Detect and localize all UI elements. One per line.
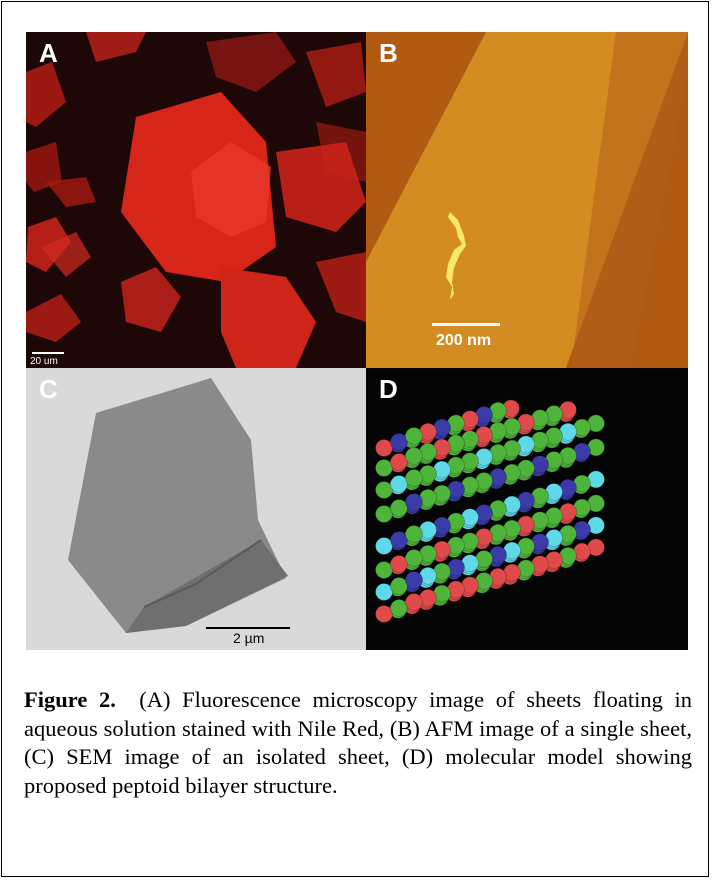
atom-sphere (405, 593, 423, 611)
atom-sphere (390, 433, 408, 451)
atom-sphere (375, 537, 393, 555)
atom-sphere (405, 549, 423, 567)
panel-d-letter: D (379, 374, 398, 404)
atom-sphere (390, 475, 408, 493)
panel-c-sem-image: C 2 µm (26, 368, 366, 650)
caption-text: (A) Fluorescence microscopy image of she… (24, 687, 693, 798)
figure-caption: Figure 2. (A) Fluorescence microscopy im… (24, 686, 692, 800)
atom-sphere (405, 469, 423, 487)
panel-a-scale-label: 20 um (30, 356, 58, 367)
atom-sphere (405, 525, 423, 543)
caption-label: Figure 2. (24, 687, 116, 712)
atom-sphere (375, 459, 393, 477)
atom-sphere (405, 427, 423, 445)
panel-b-letter: B (379, 38, 398, 68)
atom-sphere (405, 493, 423, 511)
panel-d-molecular-model: D (366, 368, 688, 650)
atom-sphere (375, 605, 393, 623)
panel-c-scale-label: 2 µm (233, 630, 265, 646)
panel-b-scale-bar (432, 323, 500, 326)
atom-sphere (375, 561, 393, 579)
atom-sphere (390, 453, 408, 471)
atom-sphere (390, 531, 408, 549)
sem-image (26, 368, 366, 650)
panel-c-letter: C (39, 374, 58, 404)
atom-sphere (375, 481, 393, 499)
panel-a-fluorescence-image: A 20 um (26, 32, 366, 368)
molecular-model-image (366, 368, 688, 650)
atom-sphere (390, 577, 408, 595)
panel-c-scale-bar (206, 627, 290, 629)
fluorescence-image (26, 32, 366, 368)
atom-sphere (390, 499, 408, 517)
atom-sphere (390, 599, 408, 617)
panel-b-scale-label: 200 nm (436, 332, 492, 349)
panel-a-letter: A (39, 38, 58, 68)
atom-sphere (390, 555, 408, 573)
afm-image (366, 32, 688, 368)
panel-a-scale-bar (32, 352, 64, 354)
atom-sphere (405, 571, 423, 589)
atom-sphere (375, 439, 393, 457)
atom-sphere (375, 583, 393, 601)
panel-b-afm-image: B 200 nm (366, 32, 688, 368)
atom-sphere (405, 447, 423, 465)
atom-sphere (375, 505, 393, 523)
